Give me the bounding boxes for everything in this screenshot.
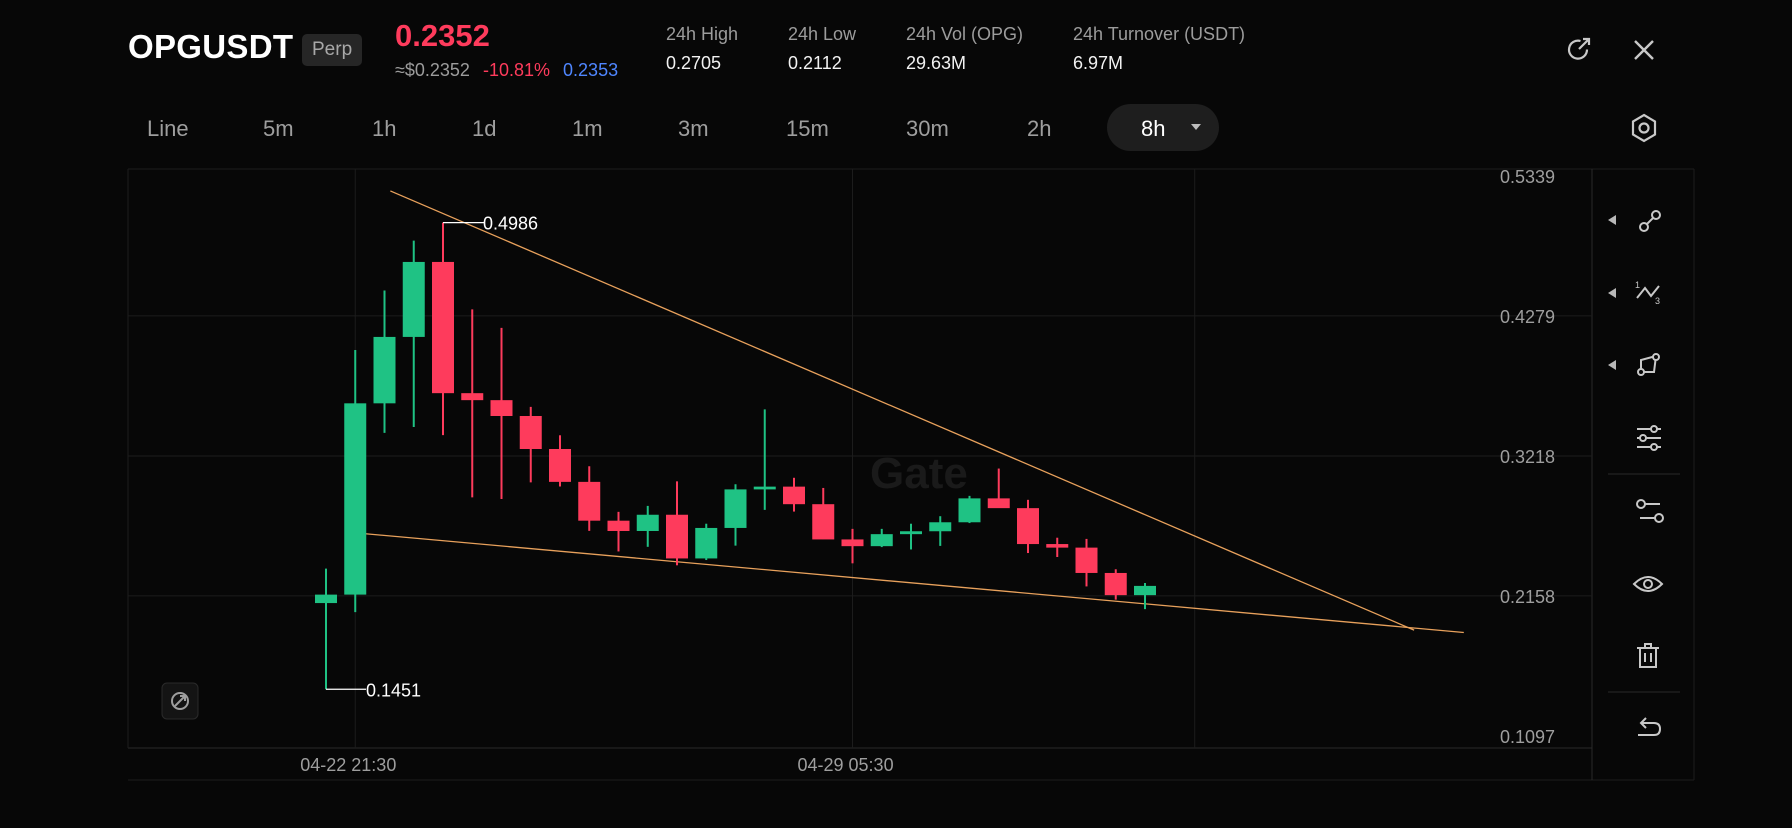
candle-layer	[315, 222, 1156, 690]
symbol-title[interactable]: OPGUSDT	[128, 28, 294, 65]
candle-up	[929, 522, 952, 532]
trendline-upper	[390, 190, 1415, 631]
price-sub-line: ≈$0.2352 -10.81% 0.2353	[395, 60, 626, 81]
undo-icon[interactable]	[1638, 717, 1662, 736]
caret-down-icon	[1191, 124, 1201, 130]
x-axis-tick-label: 04-22 21:30	[300, 755, 396, 775]
candle-up	[344, 403, 367, 595]
y-axis-tick-label: 0.4279	[1500, 307, 1555, 327]
candle-up	[402, 261, 425, 337]
candle-up	[753, 486, 776, 490]
candle-up	[1134, 585, 1156, 596]
timeframe-1m[interactable]: 1m	[572, 116, 603, 141]
trash-icon[interactable]	[1637, 643, 1659, 668]
candle-down	[578, 481, 601, 521]
stat-label: 24h Vol (OPG)	[906, 24, 1024, 44]
auto-scale-icon[interactable]	[161, 682, 199, 720]
candle-down	[841, 539, 864, 547]
candle-down	[1046, 544, 1069, 548]
candle-down	[1017, 508, 1039, 545]
y-axis-tick-label: 0.3218	[1500, 447, 1555, 467]
candle-up	[636, 514, 659, 531]
candle-down	[432, 261, 454, 394]
svg-text:3: 3	[1655, 296, 1660, 306]
close-icon[interactable]	[1624, 30, 1664, 70]
grid-layer	[128, 169, 1592, 748]
timeframe-30m[interactable]: 30m	[906, 116, 949, 141]
settings-hexagon-icon[interactable]	[1626, 110, 1662, 146]
header: OPGUSDT Perp 0.2352 ≈$0.2352 -10.81% 0.2…	[0, 0, 1792, 100]
last-price: 0.2352	[395, 18, 490, 53]
candle-up	[695, 527, 718, 559]
svg-text:1: 1	[1635, 280, 1640, 290]
stat-value: 6.97M	[1073, 53, 1124, 73]
candle-down	[490, 400, 513, 416]
stat-turnover: 24h Turnover (USDT) 6.97M	[1073, 24, 1245, 74]
timeframe-3m[interactable]: 3m	[678, 116, 709, 141]
candle-down	[1075, 547, 1098, 573]
stat-label: 24h High	[666, 24, 739, 44]
timeframe-15m[interactable]: 15m	[786, 116, 829, 141]
candle-down	[783, 486, 805, 505]
timeframe-1h[interactable]: 1h	[372, 116, 397, 141]
stat-volume: 24h Vol (OPG) 29.63M	[906, 24, 1023, 74]
timeframe-5m[interactable]: 5m	[263, 116, 294, 141]
candle-up	[373, 336, 396, 404]
line-tool-icon[interactable]	[1608, 210, 1661, 232]
stat-value: 29.63M	[906, 53, 967, 73]
candle-down	[549, 449, 571, 482]
min-price-label: 0.1451	[366, 680, 421, 700]
stat-value: 0.2112	[788, 53, 842, 73]
timeframe-8h-dropdown[interactable]: 8h	[1107, 104, 1219, 151]
candle-down	[461, 393, 484, 401]
trendline-lower	[363, 532, 1464, 634]
usd-price: ≈$0.2352	[395, 60, 470, 80]
eye-icon[interactable]	[1632, 576, 1664, 592]
share-icon[interactable]	[1560, 30, 1600, 70]
x-axis-tick-label: 04-29 05:30	[798, 755, 894, 775]
timeframe-bar: Line 5m 1h 1d 1m 3m 15m 30m 2h 8h	[0, 100, 1792, 156]
candle-down	[812, 504, 835, 540]
mark-price: 0.2353	[563, 60, 619, 80]
y-axis-tick-label: 0.2158	[1500, 587, 1555, 607]
fib-tool-icon[interactable]: 1 3	[1608, 280, 1660, 306]
stat-low: 24h Low 0.2112	[788, 24, 856, 74]
y-axis-tick-label: 0.5339	[1500, 167, 1555, 187]
candle-up	[870, 534, 893, 547]
timeframe-1d[interactable]: 1d	[472, 116, 497, 141]
timeframe-2h[interactable]: 2h	[1027, 116, 1052, 141]
candle-down	[666, 514, 688, 559]
label-layer: 0.5339 0.4279 0.3218 0.2158 0.1097 04-22 21:3…	[300, 167, 1555, 775]
y-axis-tick-label: 0.1097	[1500, 727, 1555, 747]
candle-down	[607, 520, 630, 531]
stat-label: 24h Low	[788, 24, 857, 44]
candle-down	[519, 416, 542, 450]
indicator-sliders-icon[interactable]	[1637, 425, 1661, 451]
candle-up	[724, 489, 747, 528]
trendline-layer	[363, 190, 1464, 634]
max-price-label: 0.4986	[483, 214, 538, 234]
stat-high: 24h High 0.2705	[666, 24, 738, 74]
watermark: Gate	[870, 449, 968, 498]
layers-icon[interactable]	[1636, 499, 1664, 523]
perp-badge: Perp	[302, 34, 363, 66]
timeframe-line[interactable]: Line	[147, 116, 189, 141]
candle-up	[315, 594, 337, 604]
candle-down	[1104, 572, 1127, 596]
active-timeframe-label: 8h	[1141, 116, 1166, 141]
candle-down	[987, 498, 1010, 509]
candle-up	[900, 531, 922, 535]
candle-up	[958, 498, 981, 523]
change-percent: -10.81%	[482, 60, 551, 80]
shape-tool-icon[interactable]	[1608, 353, 1660, 376]
stat-value: 0.2705	[666, 53, 722, 73]
stat-label: 24h Turnover (USDT)	[1073, 24, 1246, 44]
